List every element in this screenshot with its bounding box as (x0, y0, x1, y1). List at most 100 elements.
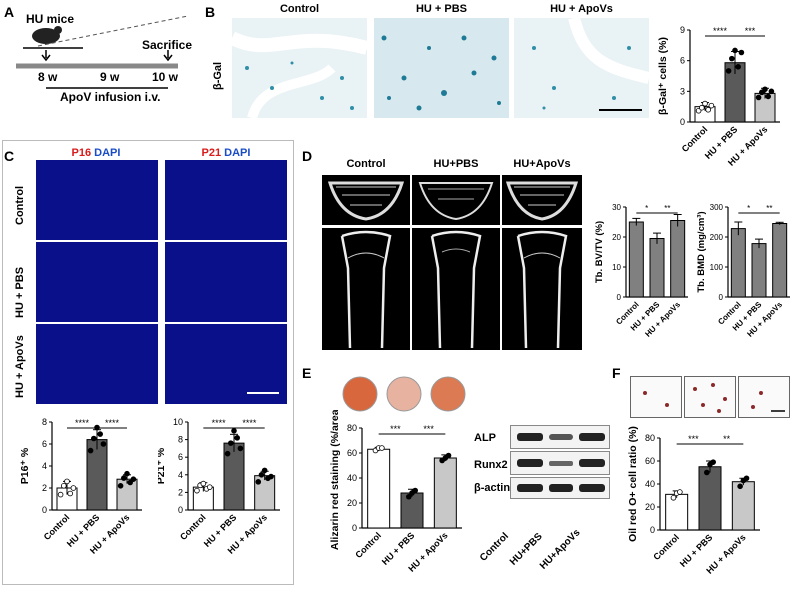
bar (665, 493, 689, 531)
arrow-down-icon (163, 50, 173, 62)
well-hu-pbs (386, 376, 422, 412)
sig-label: ** (664, 204, 670, 213)
beta-gal-image-control (232, 18, 367, 118)
chart-e: 0 20 40 60 80 Alizarin red staining (%/area) C… (318, 406, 478, 585)
sig-label: * (747, 204, 750, 213)
y-tick-label: 0 (617, 293, 622, 302)
sig-label: ** (766, 204, 772, 213)
data-point (206, 484, 213, 490)
d-col-hu-pbs: HU+PBS (433, 158, 479, 170)
panel-label-b: B (205, 4, 216, 20)
bar (628, 221, 644, 298)
sig-label: *** (423, 424, 434, 434)
data-point (255, 479, 262, 485)
y-tick-label: 0 (352, 523, 357, 533)
arrow-down-icon (41, 50, 51, 62)
mouse-icon (32, 28, 60, 44)
data-point (698, 104, 705, 111)
y-axis-label: Tb. BMD (mg/cm³) (696, 211, 707, 292)
row-label-hu-pbs: HU + PBS (14, 266, 26, 318)
panel-label-c: C (4, 148, 15, 164)
chart-d1: 0 10 20 30 Tb. BV/TV (%) Control HU + PBS HU + … (588, 185, 696, 360)
sig-label: * (645, 204, 648, 213)
p16-title: P16 (71, 147, 92, 159)
data-point (261, 467, 268, 474)
data-point (60, 483, 67, 489)
scale-bar (247, 392, 279, 394)
chart-c1: 0 2 4 6 8 P16⁺ % Control HU + PBS HU + ApoVs ****… (4, 408, 159, 585)
data-point (729, 55, 735, 62)
y-tick-label: 6 (42, 439, 47, 449)
x-tick-label: Control (353, 530, 383, 560)
data-point (237, 445, 244, 452)
sig-label: *** (390, 424, 401, 434)
y-tick-label: 4 (178, 470, 183, 480)
data-point (768, 88, 775, 95)
panel-a-timeline (8, 6, 193, 146)
chart-d2: 0 100 200 300 Tb. BMD (mg/cm³) Control HU + PB… (690, 185, 798, 360)
well-hu-apovs (430, 376, 466, 412)
hu-mice-label: HU mice (26, 12, 75, 26)
p21-image-hu-apovs (165, 324, 287, 404)
y-tick-label: 20 (347, 498, 357, 508)
data-point (705, 106, 711, 113)
wb-blot-beta-actin (510, 477, 610, 499)
data-point (224, 450, 231, 457)
sig-label: *** (688, 434, 699, 444)
sig-label: **** (713, 26, 728, 36)
infusion-label: ApoV infusion i.v. (60, 90, 161, 104)
y-tick-label: 40 (645, 479, 655, 489)
data-point (70, 485, 77, 491)
data-point (91, 435, 97, 442)
well-control (342, 376, 378, 412)
p21-image-hu-pbs (165, 242, 287, 322)
y-tick-label: 60 (347, 448, 357, 458)
week-8-label: 8 w (38, 70, 58, 84)
beta-gal-image-hu-pbs (374, 18, 509, 118)
sacrifice-label: Sacrifice (142, 38, 193, 52)
microct-top-hu-pbs (412, 175, 500, 225)
wb-label-beta-actin: β-actin (474, 482, 511, 494)
y-tick-label: 100 (710, 263, 724, 272)
data-point (738, 49, 745, 56)
col-header-hu-pbs: HU + PBS (415, 3, 468, 15)
chart-f: 0 20 40 60 80 Oil red O+ cell ratio (%) Contro… (614, 410, 798, 585)
microct-long-hu-pbs (412, 228, 500, 350)
y-tick-label: 6 (178, 452, 183, 462)
data-point (268, 473, 274, 480)
row-label-control: Control (14, 185, 26, 225)
data-point (87, 447, 94, 454)
dapi-title: DAPI (224, 147, 251, 159)
data-point (379, 445, 385, 451)
bar (731, 481, 755, 531)
row-label-hu-apovs: HU + ApoVs (14, 335, 26, 398)
sig-label: **** (242, 418, 257, 428)
row-label-beta-gal: β-Gal (212, 61, 224, 90)
bar (670, 220, 686, 298)
microct-long-control (322, 228, 410, 350)
bar (698, 466, 722, 531)
y-tick-label: 2 (178, 487, 183, 497)
y-tick-label: 300 (710, 203, 724, 212)
y-tick-label: 0 (650, 525, 655, 535)
week-10-label: 10 w (152, 70, 179, 84)
wb-col-control: Control (478, 530, 511, 564)
data-point (445, 452, 452, 459)
data-point (97, 431, 103, 437)
y-axis-label: β-Gal⁺ cells (%) (657, 37, 669, 115)
data-point (704, 469, 710, 476)
d-col-control: Control (346, 158, 386, 170)
y-tick-label: 10 (173, 417, 183, 427)
col-header-control: Control (279, 3, 320, 15)
data-point (200, 480, 207, 487)
alizarin-bar-chart: 0 20 40 60 80 Alizarin red staining (%/area) C… (329, 406, 462, 574)
microct-top-control (322, 175, 410, 225)
week-9-label: 9 w (100, 70, 120, 84)
data-point (127, 479, 133, 486)
y-tick-label: 0 (680, 117, 685, 127)
bar (649, 238, 665, 298)
y-tick-label: 4 (42, 461, 47, 471)
panel-label-a: A (4, 4, 15, 20)
